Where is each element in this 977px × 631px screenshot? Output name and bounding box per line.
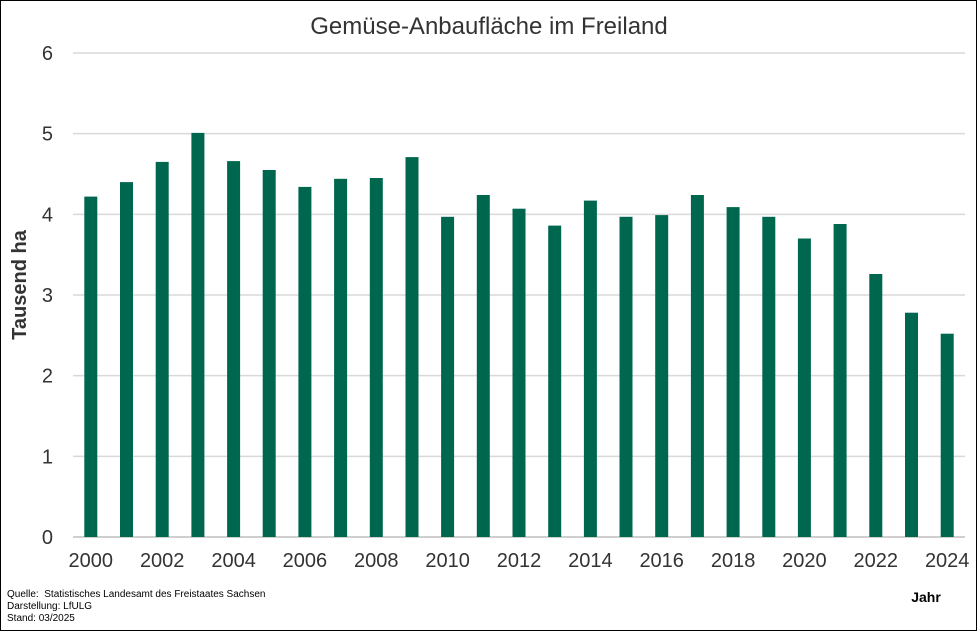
y-tick-labels: 0 1 2 3 4 5 6 — [42, 43, 53, 549]
bar-2001 — [120, 182, 133, 537]
y-tick-label: 4 — [42, 204, 53, 226]
source-note: Quelle: Statistisches Landesamt des Frei… — [7, 589, 265, 600]
x-tick-label: 2008 — [354, 550, 399, 572]
x-tick-label: 2018 — [711, 550, 756, 572]
y-tick-label: 6 — [42, 43, 53, 65]
date-note: Stand: 03/2025 — [7, 613, 75, 624]
x-tick-label: 2012 — [497, 550, 542, 572]
x-tick-labels: 2000 2002 2004 2006 2008 2010 2012 2014 2016 2018… — [69, 550, 970, 572]
bar-2022 — [869, 274, 883, 537]
bar-2019 — [762, 216, 776, 538]
bar-2010 — [441, 216, 455, 538]
bar-2020 — [797, 238, 811, 537]
chart-title: Gemüse-Anbaufläche im Freiland — [310, 13, 668, 40]
x-tick-label: 2022 — [854, 550, 899, 572]
bar-2005 — [262, 170, 276, 537]
bar-2002 — [155, 161, 169, 537]
x-tick-label: 2010 — [425, 550, 470, 572]
bar-2012 — [512, 208, 526, 537]
y-tick-label: 2 — [42, 366, 53, 388]
x-tick-label: 2014 — [568, 550, 613, 572]
bar-2000 — [84, 196, 98, 537]
bar-2013 — [548, 225, 562, 537]
x-tick-label: 2020 — [782, 550, 827, 572]
bar-2014 — [583, 200, 597, 537]
x-axis-label: Jahr — [911, 589, 941, 605]
bar-2009 — [405, 157, 419, 537]
bar-2007 — [334, 178, 348, 538]
bar-2008 — [369, 178, 383, 537]
bars — [84, 132, 954, 538]
bar-2018 — [726, 207, 740, 537]
x-tick-label: 2004 — [211, 550, 256, 572]
y-tick-label: 0 — [42, 527, 53, 549]
x-tick-label: 2006 — [283, 550, 328, 572]
x-tick-label: 2002 — [140, 550, 185, 572]
y-axis-label: Tausend ha — [9, 229, 31, 340]
credit-note: Darstellung: LfULG — [7, 601, 93, 612]
bar-2023 — [905, 312, 918, 537]
source-text: Statistisches Landesamt des Freistaates … — [44, 589, 266, 600]
bar-2017 — [690, 195, 704, 537]
bar-2011 — [476, 195, 490, 537]
x-tick-label: 2024 — [925, 550, 970, 572]
bar-2003 — [191, 132, 205, 537]
x-tick-label: 2016 — [639, 550, 684, 572]
bar-2016 — [655, 215, 669, 537]
bar-2006 — [298, 186, 312, 537]
source-label: Quelle: — [7, 589, 39, 600]
y-tick-label: 3 — [42, 285, 53, 307]
bar-2024 — [940, 333, 954, 537]
y-tick-label: 1 — [42, 446, 53, 468]
y-tick-label: 5 — [42, 124, 53, 146]
x-tick-label: 2000 — [69, 550, 114, 572]
bar-2004 — [227, 161, 241, 537]
bar-2015 — [619, 216, 633, 538]
bar-2021 — [833, 224, 847, 537]
